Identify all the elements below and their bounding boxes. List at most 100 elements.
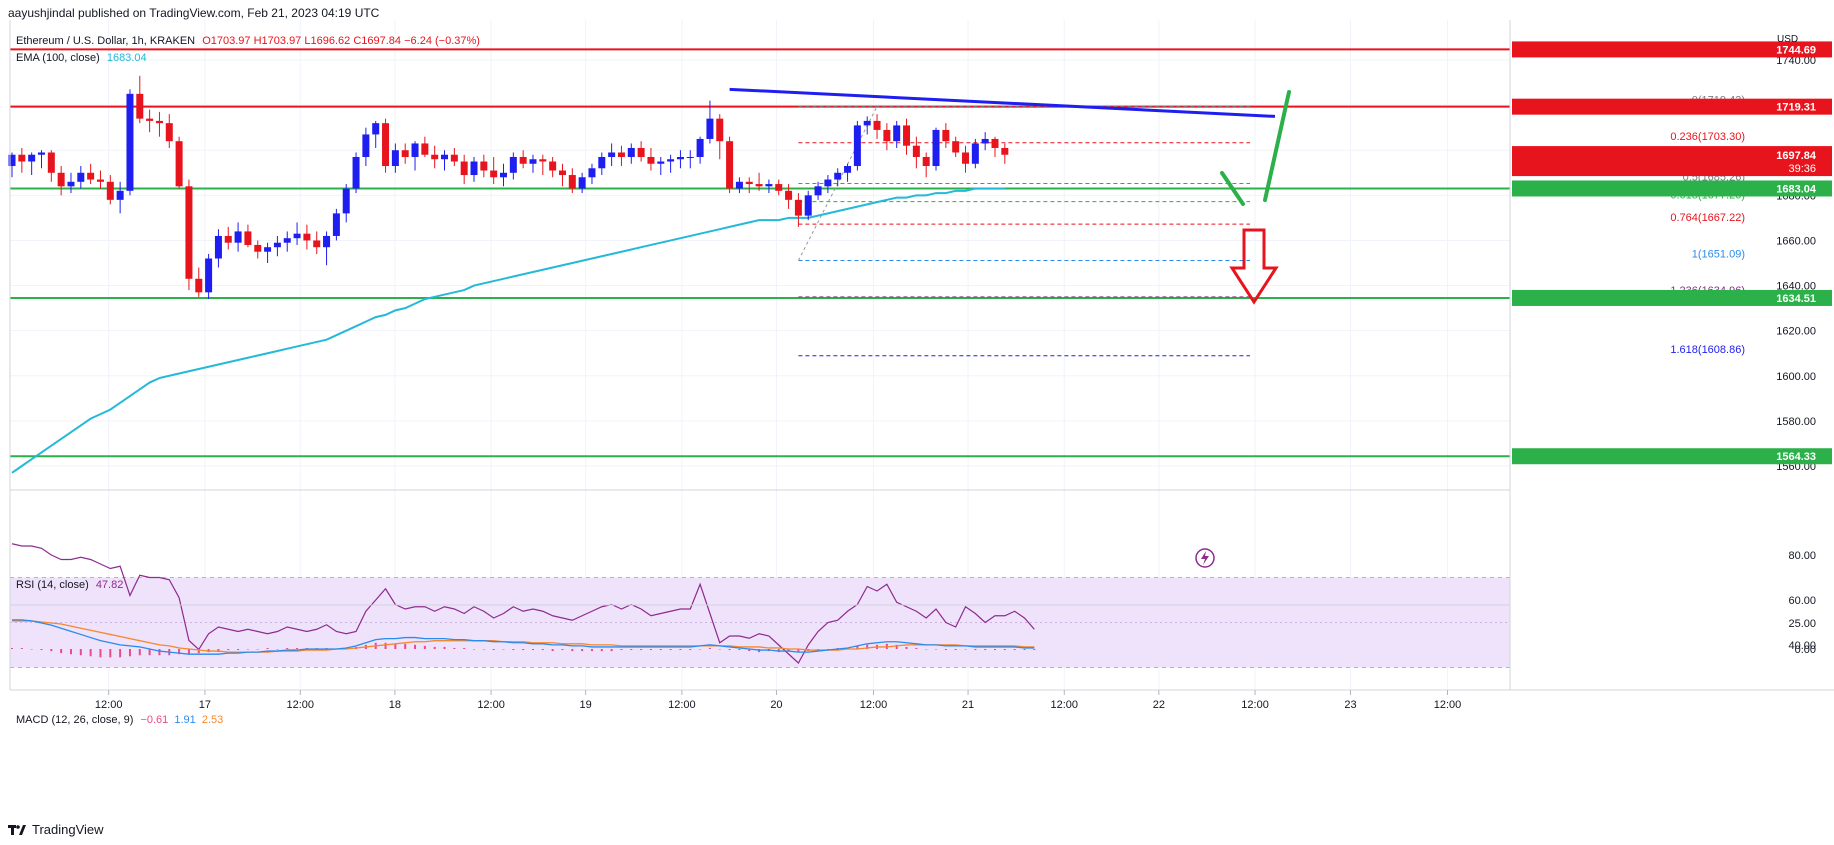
candle-body — [647, 156, 655, 164]
candle-body — [116, 190, 124, 200]
candle-body — [657, 161, 665, 164]
time-tick-label: 12:00 — [287, 699, 315, 711]
candle-body — [804, 195, 812, 216]
candle-body — [352, 156, 360, 189]
candle-body — [785, 190, 793, 200]
macd-histogram-bar — [227, 649, 230, 651]
candle-body — [529, 159, 537, 164]
horizontal-levels[interactable] — [10, 48, 1510, 458]
candle-body — [313, 240, 321, 248]
macd-histogram-bar — [679, 649, 682, 651]
candle-body — [283, 238, 291, 243]
time-tick-label: 20 — [770, 699, 782, 711]
macd-histogram-bar — [492, 649, 495, 651]
macd-histogram-bar — [148, 649, 151, 656]
candle-body — [254, 244, 262, 252]
macd-histogram-bar — [109, 649, 112, 658]
time-tick-label: 22 — [1153, 699, 1165, 711]
time-tick-label: 21 — [962, 699, 974, 711]
macd-histogram-bar — [286, 647, 289, 649]
macd-histogram-bar — [89, 649, 92, 657]
candle-body — [558, 170, 566, 176]
last-price-badge — [1512, 146, 1832, 177]
macd-histogram-bar — [79, 649, 82, 656]
candle-body — [627, 147, 635, 157]
macd-histogram-bar — [649, 649, 652, 651]
tradingview-brand[interactable]: TradingView — [8, 822, 104, 837]
ema-legend[interactable]: EMA (100, close) 1683.04 — [16, 52, 147, 64]
candle-body — [293, 233, 301, 239]
candle-body — [932, 129, 940, 167]
candle-body — [37, 152, 45, 155]
last-price-text: 1697.84 — [1776, 150, 1817, 162]
macd-histogram-bar — [20, 647, 23, 649]
candle-body — [126, 93, 134, 191]
candle-body — [96, 179, 104, 182]
macd-legend[interactable]: MACD (12, 26, close, 9) −0.61 1.91 2.53 — [16, 714, 223, 726]
drawings[interactable] — [729, 87, 1291, 568]
fibonacci-retracement[interactable]: 0(1719.43)0.236(1703.30)0.5(1685.26)0.61… — [797, 94, 1745, 357]
candle-body — [903, 125, 911, 146]
macd-line — [12, 619, 1035, 655]
macd-histogram-bar — [944, 649, 947, 651]
lightning-icon-glyph — [1201, 551, 1209, 565]
currency-label: USD — [1777, 34, 1799, 45]
macd-histogram-bar — [473, 649, 476, 650]
candle-body — [411, 143, 419, 157]
macd-histogram-bar — [50, 649, 53, 652]
candle-body — [814, 186, 822, 196]
macd-histogram-bar — [453, 647, 456, 649]
macd-histogram-bar — [718, 649, 721, 650]
ohlc-low: L1696.62 — [304, 35, 351, 47]
symbol-legend[interactable]: Ethereum / U.S. Dollar, 1h, KRAKEN O1703… — [16, 35, 480, 47]
macd-histogram-bar — [915, 647, 918, 649]
candle-body — [332, 213, 340, 236]
candle-body — [893, 125, 901, 142]
candle-body — [549, 161, 557, 171]
candle-body — [273, 242, 281, 248]
macd-histogram-bar — [787, 649, 790, 652]
candle-body — [146, 118, 154, 121]
candle-body — [391, 150, 399, 167]
candle-body — [588, 168, 596, 178]
macd-histogram-bar — [1033, 649, 1036, 651]
publisher-line: aayushjindal published on TradingView.co… — [8, 6, 380, 20]
level-badge-text: 1719.31 — [1776, 102, 1816, 114]
macd-histogram-bar — [187, 649, 190, 655]
ema-value: 1683.04 — [106, 52, 147, 64]
macd-histogram-bar — [443, 646, 446, 649]
macd-tick-label: 25.00 — [1788, 618, 1816, 630]
macd-histogram-bar — [384, 642, 387, 649]
macd-histogram-bar — [246, 649, 249, 650]
symbol-name: Ethereum / U.S. Dollar, 1h, KRAKEN — [16, 35, 196, 47]
candle-body — [706, 118, 714, 139]
level-badge-text: 1683.04 — [1776, 183, 1817, 195]
macd-histogram-bar — [197, 649, 200, 654]
macd-histogram-bar — [954, 649, 957, 651]
fib-level-label: 1.618(1608.86) — [1670, 344, 1745, 356]
ema-100-line — [11, 187, 1005, 474]
ema-line — [11, 187, 1005, 474]
macd-histogram-bar — [964, 649, 967, 650]
candle-body — [234, 231, 242, 243]
time-tick-label: 12:00 — [1051, 699, 1079, 711]
candle-body — [195, 278, 203, 293]
macd-tick-label: 0.00 — [1795, 644, 1816, 656]
candle-body — [696, 138, 704, 157]
ema-label: EMA (100, close) — [16, 52, 100, 64]
candle-body — [844, 166, 852, 173]
candle-body — [165, 123, 173, 142]
price-axis-labels: 1744.69 1719.31 1683.04 1634.51 1564.33 1697.… — [1512, 41, 1832, 465]
candle-body — [873, 120, 881, 130]
rsi-value: 47.82 — [95, 579, 124, 591]
macd-histogram-bar — [99, 649, 102, 658]
macd-histogram-bar — [256, 649, 259, 650]
candle-body — [617, 152, 625, 157]
level-badge-text: 1744.69 — [1776, 44, 1816, 56]
rsi-pane — [10, 543, 1510, 668]
macd-histogram-bar — [748, 649, 751, 652]
macd-histogram-bar — [11, 647, 13, 649]
time-tick-label: 12:00 — [1241, 699, 1269, 711]
rsi-legend[interactable]: RSI (14, close) 47.82 — [16, 579, 123, 591]
